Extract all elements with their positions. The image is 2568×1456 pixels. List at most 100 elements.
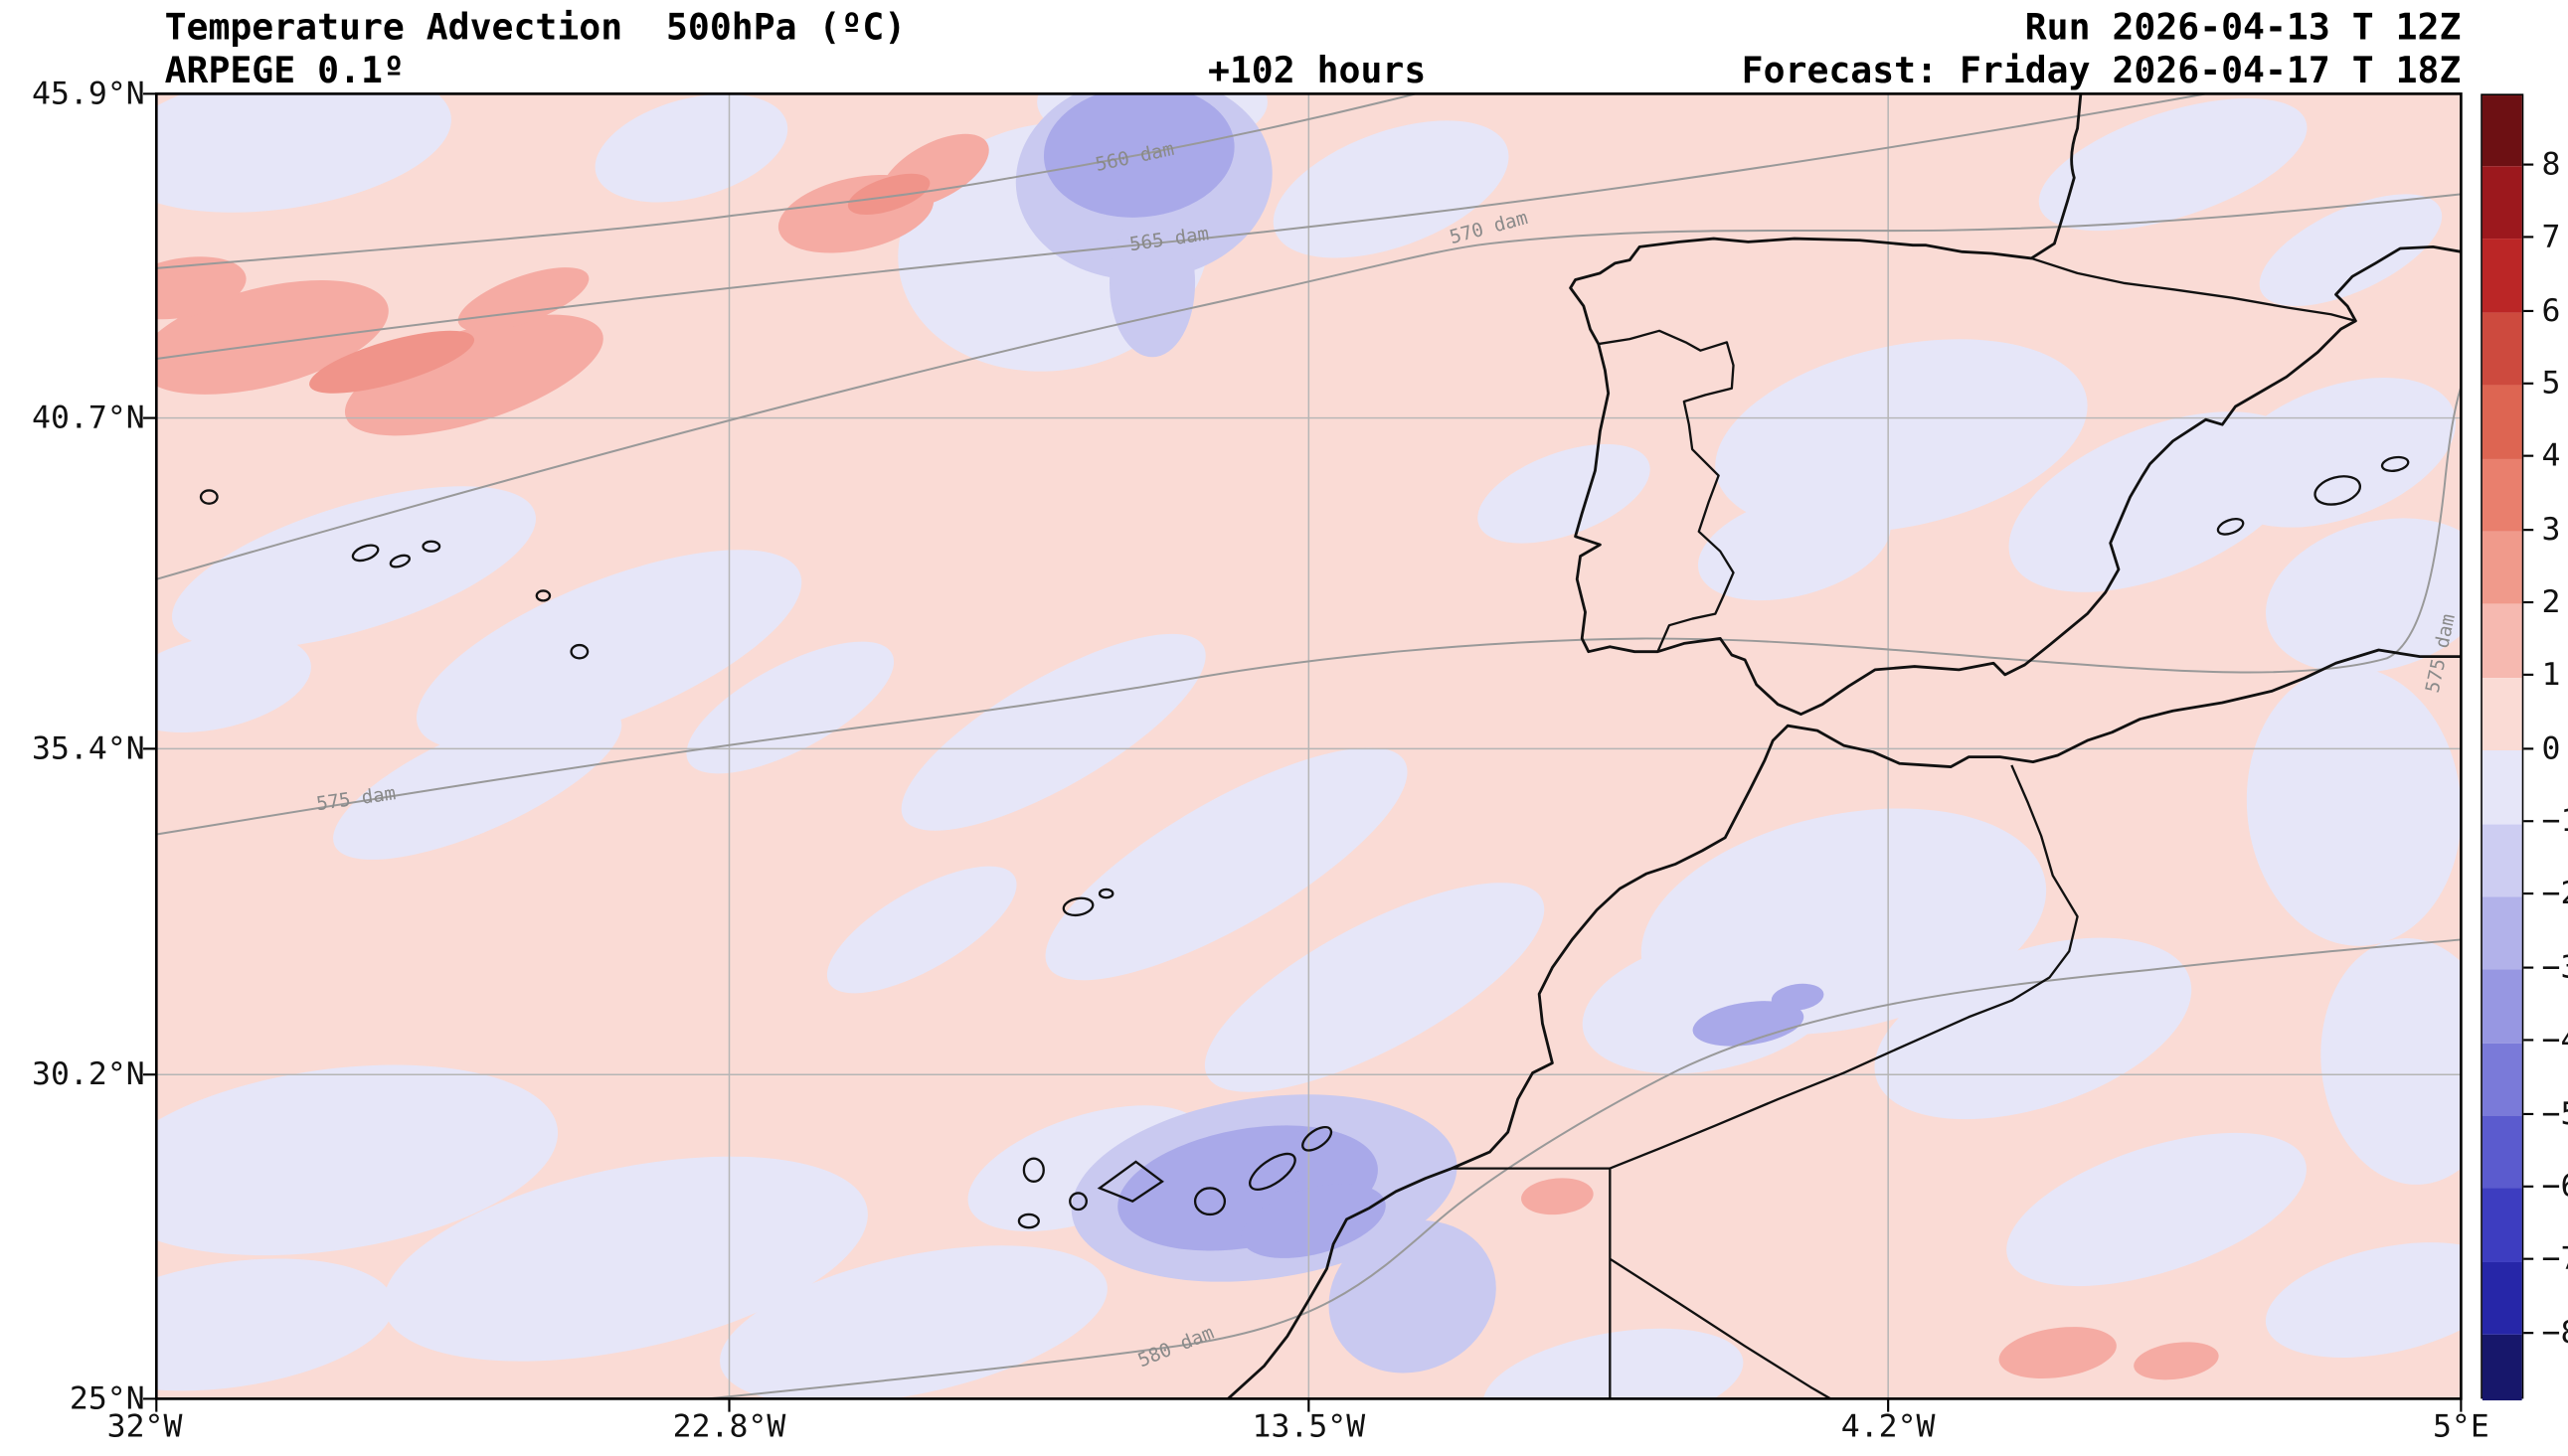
colorbar-tick-label: −7 xyxy=(2541,1240,2568,1277)
forecast-label: Forecast: Friday 2026-04-17 T 18Z xyxy=(1741,51,2462,92)
cold-patch xyxy=(1477,443,1650,544)
cold-patch-strong xyxy=(1043,93,1235,218)
border-portugal-spain xyxy=(1598,329,1735,653)
cold-patch xyxy=(383,1156,868,1362)
porto-santo-island xyxy=(1098,888,1114,899)
cold-patch xyxy=(1045,747,1408,981)
balearic-island-menorca xyxy=(2380,455,2410,473)
colorbar-tick-label: −5 xyxy=(2541,1095,2568,1133)
azores-island xyxy=(199,489,219,505)
contour-575dam xyxy=(156,386,2462,836)
cold-patch xyxy=(595,93,788,203)
cold-advection-strong-patches xyxy=(1043,93,1824,1258)
cold-patch xyxy=(171,486,537,650)
graticule xyxy=(156,93,2462,1399)
canary-island xyxy=(1069,1192,1088,1212)
cold-patch xyxy=(1582,933,1842,1074)
cold-patch xyxy=(156,633,311,732)
geopotential-contours xyxy=(156,93,2462,1399)
colorbar-tick-label: 6 xyxy=(2541,292,2561,330)
lat-tick-label: 35.4°N xyxy=(32,730,145,767)
coastlines xyxy=(1226,93,2462,1399)
axis-tick-marks xyxy=(143,92,2463,1412)
lon-tick-label: 32°W xyxy=(106,1408,183,1445)
warm-patch-strong xyxy=(847,173,931,215)
colorbar-segment xyxy=(2482,677,2522,751)
lon-tick-label: 4.2°W xyxy=(1840,1408,1936,1445)
colorbar-tick-label: 5 xyxy=(2541,365,2561,403)
cold-patch xyxy=(2006,1132,2307,1287)
colorbar-segment xyxy=(2482,312,2522,386)
cold-patch-strong xyxy=(1241,1184,1386,1258)
plot-frame xyxy=(154,92,2463,1400)
colorbar-tick-label: −3 xyxy=(2541,949,2568,986)
colorbar-tick-label: 1 xyxy=(2541,656,2561,694)
cold-patch xyxy=(2265,1242,2462,1358)
canary-island xyxy=(1022,1157,1045,1184)
colorbar-tick-label: −8 xyxy=(2541,1314,2568,1352)
border-mauritania-algeria xyxy=(1609,1257,1831,1399)
map-content xyxy=(156,93,2462,1399)
cold-patch-medium xyxy=(1328,1220,1496,1374)
cold-patch xyxy=(333,704,622,860)
balearic-island-mallorca xyxy=(2313,475,2362,506)
azores-island xyxy=(351,544,380,563)
cold-patch xyxy=(2259,194,2443,306)
cold-patch-strong xyxy=(1692,1001,1804,1047)
cold-patch xyxy=(826,866,1017,994)
colorbar-segment xyxy=(2482,239,2522,313)
warm-patch xyxy=(1521,1178,1594,1215)
lat-tick-label: 45.9°N xyxy=(32,76,145,112)
colorbar-tick-label: −4 xyxy=(2541,1022,2568,1058)
cold-patch xyxy=(1697,492,1891,601)
cold-patch xyxy=(2246,666,2462,946)
islands xyxy=(199,455,2410,1229)
coastline-iberia-france xyxy=(1569,93,2462,717)
cold-patch-strong xyxy=(1771,983,1824,1012)
lon-tick-label: 22.8°W xyxy=(672,1408,786,1445)
azores-island xyxy=(422,540,441,553)
colorbar-tick-label: 8 xyxy=(2541,146,2561,183)
warm-patch xyxy=(2134,1342,2219,1380)
cold-patch xyxy=(2320,938,2462,1185)
colorbar-segment xyxy=(2482,969,2522,1044)
colorbar-segment xyxy=(2482,1335,2522,1401)
colorbar-segment xyxy=(2482,1189,2522,1262)
colorbar-tick-label: −1 xyxy=(2541,803,2568,840)
contour-560dam xyxy=(156,93,1417,269)
cold-patch xyxy=(686,641,895,774)
cold-patch xyxy=(2038,98,2308,232)
lon-tick-label: 13.5°W xyxy=(1252,1408,1366,1445)
azores-island xyxy=(570,643,590,660)
colorbar-tick-marks xyxy=(2523,163,2534,1335)
border-pyrenees xyxy=(2030,256,2356,322)
cold-patch xyxy=(1204,883,1545,1092)
cold-patch xyxy=(156,93,451,213)
lat-tick-label: 40.7°N xyxy=(32,400,145,436)
lon-tick-label: 5°E xyxy=(2432,1408,2489,1445)
cold-patch xyxy=(901,633,1206,831)
colorbar-segment xyxy=(2482,166,2522,240)
colorbar-segment xyxy=(2482,1261,2522,1336)
colorbar-tick-label: 7 xyxy=(2541,219,2561,255)
contour-570dam xyxy=(156,193,2462,580)
azores-island xyxy=(389,554,411,568)
cold-patch xyxy=(720,1245,1108,1399)
warm-patch xyxy=(156,256,247,320)
colorbar-segment xyxy=(2482,95,2522,167)
colorbar-segment xyxy=(2482,531,2522,605)
balearic-island-ibiza xyxy=(2216,517,2245,536)
cold-patch xyxy=(416,550,802,750)
canary-island-fuerteventura xyxy=(1249,1152,1296,1191)
warm-patch-strong xyxy=(309,330,475,394)
colorbar-segment xyxy=(2482,896,2522,970)
warm-advection-patches xyxy=(156,133,2219,1380)
colorbar-segment xyxy=(2482,1115,2522,1190)
colorbar-segment xyxy=(2482,823,2522,897)
cold-patch xyxy=(156,1258,395,1391)
colorbar-tick-label: 0 xyxy=(2541,730,2561,767)
colorbar-segment xyxy=(2482,458,2522,532)
colorbar-segment xyxy=(2482,1043,2522,1116)
